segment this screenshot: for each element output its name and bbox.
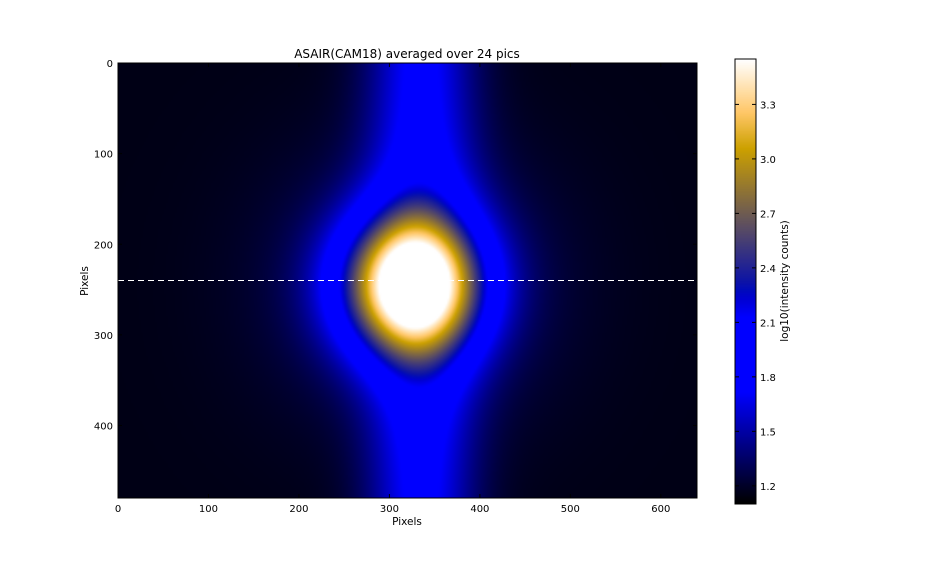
colorbar-tick-label: 2.1 — [760, 318, 776, 329]
colorbar-frame — [734, 58, 757, 505]
x-tick-label: 300 — [380, 504, 399, 515]
x-axis-label: Pixels — [392, 516, 422, 528]
y-tick-label: 400 — [94, 422, 113, 433]
chart-title: ASAIR(CAM18) averaged over 24 pics — [294, 47, 520, 61]
y-tick-label: 100 — [94, 150, 113, 161]
colorbar-tick-label: 3.3 — [760, 100, 776, 111]
colorbar: 1.2 1.5 1.8 2.1 2.4 2.7 3.0 3.3 log10(intensity… — [734, 58, 791, 505]
y-tick-label: 0 — [107, 59, 113, 70]
colorbar-tick-label: 2.7 — [760, 209, 776, 220]
x-tick-label: 0 — [115, 504, 121, 515]
colorbar-tick-label: 1.5 — [760, 427, 776, 438]
y-tick-label: 200 — [94, 240, 113, 251]
x-tick-label: 600 — [651, 504, 670, 515]
x-tick-label: 400 — [470, 504, 489, 515]
x-tick-label: 200 — [289, 504, 308, 515]
y-axis: 0 100 200 300 400 — [94, 59, 697, 433]
x-axis: 0 100 200 300 400 500 600 — [115, 63, 670, 515]
plot-frame — [117, 62, 698, 499]
colorbar-tick-label: 1.8 — [760, 373, 776, 384]
colorbar-ticks: 1.2 1.5 1.8 2.1 2.4 2.7 3.0 3.3 — [735, 100, 776, 493]
colorbar-label: log10(intensity counts) — [779, 220, 791, 342]
y-axis-label: Pixels — [79, 266, 91, 296]
colorbar-tick-label: 1.2 — [760, 482, 776, 493]
y-tick-label: 300 — [94, 331, 113, 342]
x-tick-label: 100 — [199, 504, 218, 515]
x-tick-label: 500 — [561, 504, 580, 515]
colorbar-tick-label: 3.0 — [760, 155, 776, 166]
colorbar-tick-label: 2.4 — [760, 264, 776, 275]
